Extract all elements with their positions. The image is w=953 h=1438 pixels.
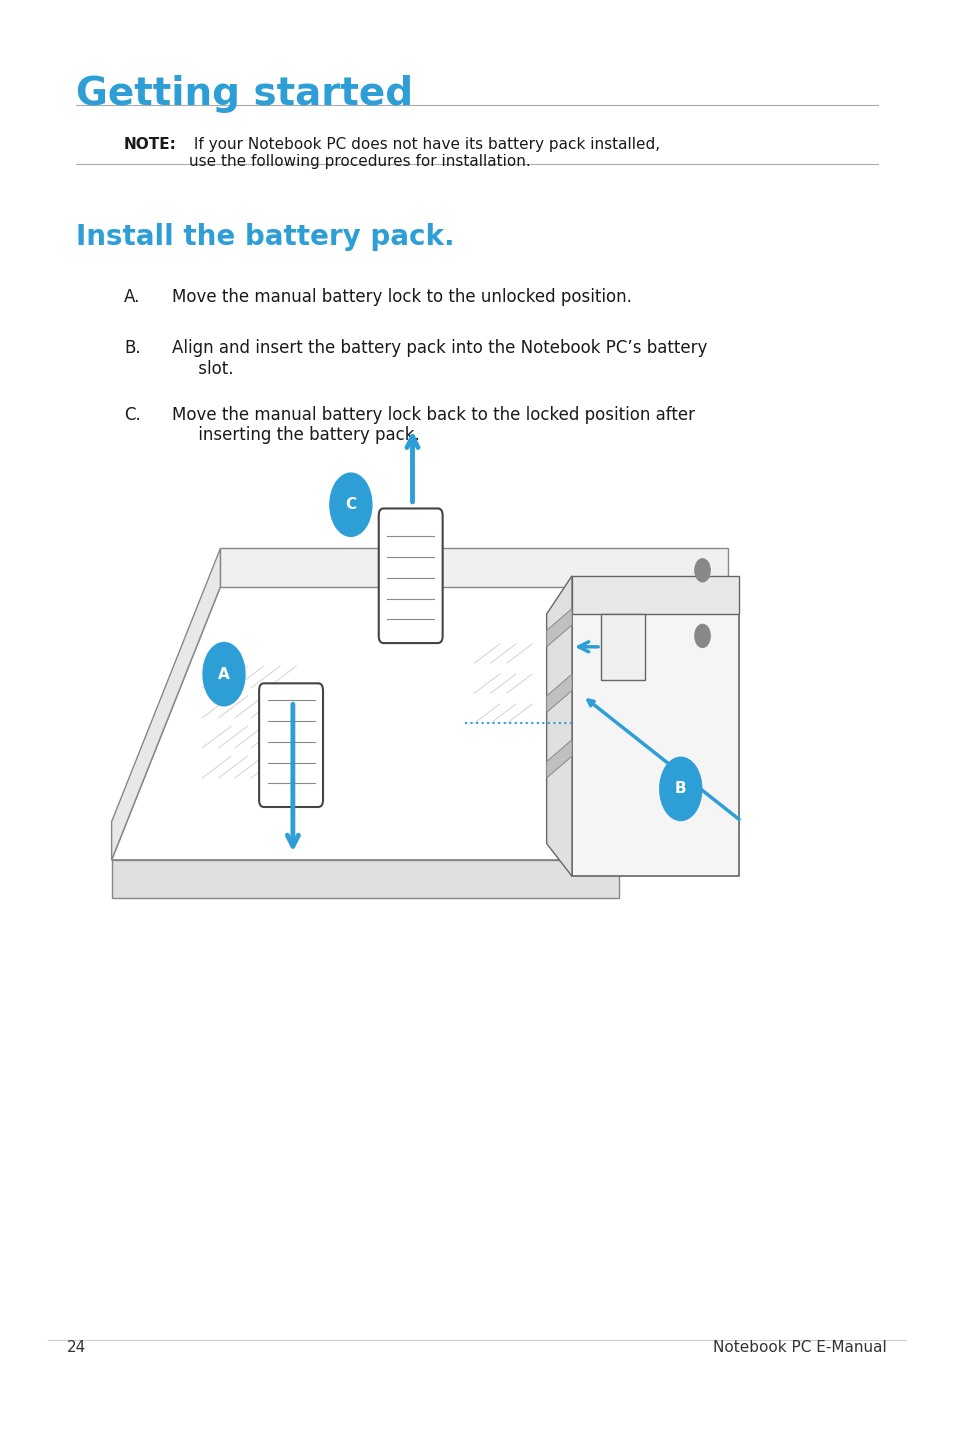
- Circle shape: [694, 559, 709, 582]
- Polygon shape: [546, 575, 572, 876]
- Text: C.: C.: [124, 406, 141, 424]
- Polygon shape: [112, 860, 618, 899]
- Text: Move the manual battery lock back to the locked position after
     inserting th: Move the manual battery lock back to the…: [172, 406, 694, 444]
- Polygon shape: [112, 548, 220, 860]
- Text: C: C: [345, 498, 356, 512]
- Polygon shape: [572, 614, 738, 876]
- FancyBboxPatch shape: [259, 683, 323, 807]
- Polygon shape: [220, 548, 727, 587]
- Circle shape: [330, 473, 372, 536]
- Polygon shape: [600, 614, 644, 680]
- Circle shape: [203, 643, 245, 706]
- Text: B.: B.: [124, 339, 140, 358]
- FancyBboxPatch shape: [378, 509, 442, 643]
- Polygon shape: [546, 674, 572, 712]
- Text: B: B: [675, 781, 686, 797]
- Polygon shape: [572, 575, 738, 614]
- Text: Install the battery pack.: Install the battery pack.: [76, 223, 455, 250]
- Polygon shape: [546, 739, 572, 778]
- Polygon shape: [546, 608, 572, 647]
- Text: Notebook PC E-Manual: Notebook PC E-Manual: [713, 1340, 886, 1355]
- Circle shape: [694, 624, 709, 647]
- Text: Getting started: Getting started: [76, 75, 413, 112]
- Text: NOTE:: NOTE:: [124, 137, 176, 151]
- Text: Align and insert the battery pack into the Notebook PC’s battery
     slot.: Align and insert the battery pack into t…: [172, 339, 706, 378]
- Text: If your Notebook PC does not have its battery pack installed,
use the following : If your Notebook PC does not have its ba…: [189, 137, 659, 170]
- Text: A: A: [218, 667, 230, 682]
- Text: 24: 24: [67, 1340, 86, 1355]
- Text: A.: A.: [124, 288, 140, 306]
- Circle shape: [659, 758, 701, 821]
- Polygon shape: [112, 587, 727, 860]
- Text: Move the manual battery lock to the unlocked position.: Move the manual battery lock to the unlo…: [172, 288, 631, 306]
